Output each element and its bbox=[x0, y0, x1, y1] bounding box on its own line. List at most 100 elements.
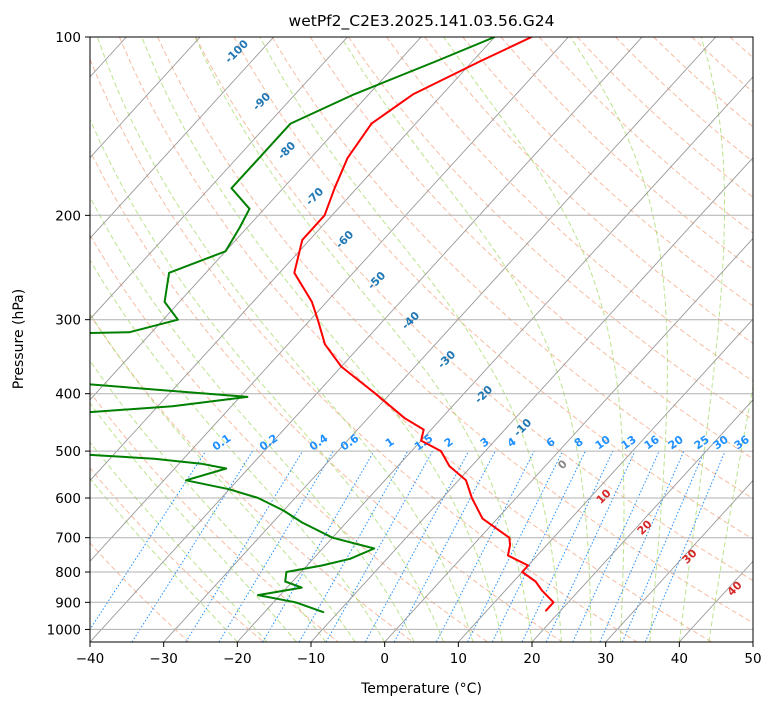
temperature-point bbox=[340, 365, 343, 368]
y-tick-label: 1000 bbox=[47, 622, 81, 638]
isotherm-line bbox=[236, 76, 753, 642]
y-tick-label: 400 bbox=[55, 387, 81, 403]
x-tick-label: −30 bbox=[149, 651, 178, 667]
dewpoint-point bbox=[168, 272, 170, 274]
dewpoint-point bbox=[285, 571, 288, 573]
temperature-point bbox=[507, 554, 509, 557]
dewpoint-point bbox=[238, 227, 241, 229]
mixing-ratio-line bbox=[90, 450, 207, 631]
temperature-point bbox=[509, 544, 511, 546]
dewpoint-point bbox=[153, 457, 155, 460]
dewpoint-point bbox=[349, 558, 351, 560]
temperature-point bbox=[552, 601, 555, 604]
x-tick-label: 0 bbox=[380, 651, 389, 667]
moist-adiabat-line bbox=[90, 312, 356, 642]
isotherm-line bbox=[90, 37, 496, 482]
x-tick-label: 20 bbox=[523, 651, 540, 667]
mixing-ratio-line bbox=[435, 450, 535, 642]
mixing-ratio-line bbox=[325, 450, 433, 642]
y-tick-label: 900 bbox=[55, 595, 81, 611]
dewpoint-point bbox=[248, 208, 251, 210]
isotherm-line bbox=[531, 399, 753, 642]
moist-adiabat-line bbox=[90, 441, 268, 642]
sounding-series bbox=[90, 37, 555, 614]
dry-adiabat-line bbox=[347, 37, 753, 421]
dry-adiabat-line bbox=[118, 37, 712, 642]
dewpoint-point bbox=[353, 93, 355, 96]
moist-adiabat-line bbox=[194, 37, 533, 642]
temperature-point bbox=[311, 301, 313, 303]
moist-adiabat-line bbox=[90, 259, 386, 642]
mixing-ratio-line bbox=[491, 450, 586, 642]
x-tick-label: −40 bbox=[76, 651, 105, 667]
dry-adiabat-line bbox=[386, 37, 753, 382]
temperature-point bbox=[333, 187, 336, 189]
temperature-point bbox=[403, 417, 406, 420]
temperature-point bbox=[317, 318, 319, 321]
temperature-point bbox=[346, 157, 349, 159]
isotherm-line bbox=[90, 37, 643, 642]
dewpoint-point bbox=[321, 564, 323, 567]
mixing-ratio-line bbox=[644, 450, 726, 642]
temperature-point bbox=[293, 272, 296, 274]
temperature-point bbox=[541, 589, 543, 592]
temperature-point bbox=[545, 610, 547, 612]
dewpoint-point bbox=[228, 488, 231, 491]
temperature-point bbox=[370, 122, 373, 125]
moist-adiabat-line bbox=[678, 37, 725, 642]
temperature-point bbox=[478, 60, 481, 63]
x-axis-label: Temperature (°C) bbox=[360, 681, 482, 697]
mixing-ratio-line bbox=[185, 450, 304, 642]
dry-adiabat-line bbox=[157, 37, 753, 624]
moist-adiabat-line bbox=[90, 477, 238, 642]
moist-adiabat-line bbox=[90, 117, 445, 642]
dewpoint-point bbox=[434, 60, 437, 63]
temperature-point bbox=[471, 497, 473, 499]
x-tick-label: −20 bbox=[223, 651, 252, 667]
mixing-ratio-line bbox=[131, 450, 254, 642]
mixing-ratio-line bbox=[298, 450, 409, 642]
dewpoint-point bbox=[301, 521, 303, 524]
temperature-point bbox=[527, 564, 529, 567]
x-tick-label: 30 bbox=[597, 651, 614, 667]
isotherm-line bbox=[90, 37, 348, 320]
dry-adiabat-line bbox=[271, 37, 753, 500]
dry-adiabat-line bbox=[195, 37, 753, 582]
temperature-point bbox=[412, 93, 414, 96]
dewpoint-point bbox=[230, 187, 233, 189]
y-tick-label: 200 bbox=[55, 208, 81, 224]
mixing-ratio-line bbox=[521, 450, 614, 642]
moist-adiabat-line bbox=[570, 37, 668, 642]
dewpoint-point bbox=[224, 250, 227, 253]
temperature-point bbox=[534, 580, 537, 583]
x-axis: −40 −30 −20 −10 0 10 20 30 40 50 bbox=[76, 642, 762, 667]
y-tick-label: 800 bbox=[55, 565, 81, 581]
temperature-point bbox=[323, 214, 326, 217]
y-axis-label: Pressure (hPa) bbox=[11, 289, 27, 389]
isotherm-line bbox=[90, 37, 275, 240]
temperature-point bbox=[420, 439, 422, 442]
dry-adiabat-line bbox=[462, 37, 753, 307]
moist-adiabat-line bbox=[340, 37, 592, 642]
dewpoint-point bbox=[258, 157, 261, 159]
temperature-point bbox=[440, 450, 442, 452]
mixing-ratio-line bbox=[364, 450, 470, 642]
chart-title: wetPf2_C2E3.2025.141.03.56.G24 bbox=[289, 12, 555, 31]
mixing-ratio-lines bbox=[90, 450, 726, 642]
dewpoint-point bbox=[257, 497, 260, 499]
plot-area: -100-90-80-70-60-50-40-30-20-100.1 0.2 0.4… bbox=[90, 37, 753, 642]
y-axis: 100 200 300 400 500 600 700 800 900 1000 bbox=[47, 30, 90, 638]
dewpoint-point bbox=[163, 301, 166, 303]
x-tick-label: 40 bbox=[671, 651, 688, 667]
dewpoint-point bbox=[128, 331, 131, 334]
isotherm-line bbox=[605, 479, 753, 642]
temperature-point bbox=[301, 239, 304, 241]
mixing-ratio-line bbox=[393, 450, 496, 642]
temperature-point bbox=[481, 517, 484, 520]
isotherms bbox=[90, 37, 753, 642]
temperature-point bbox=[465, 479, 467, 482]
moist-adiabat-line bbox=[96, 37, 474, 642]
moist-adiabat-line bbox=[141, 37, 503, 642]
